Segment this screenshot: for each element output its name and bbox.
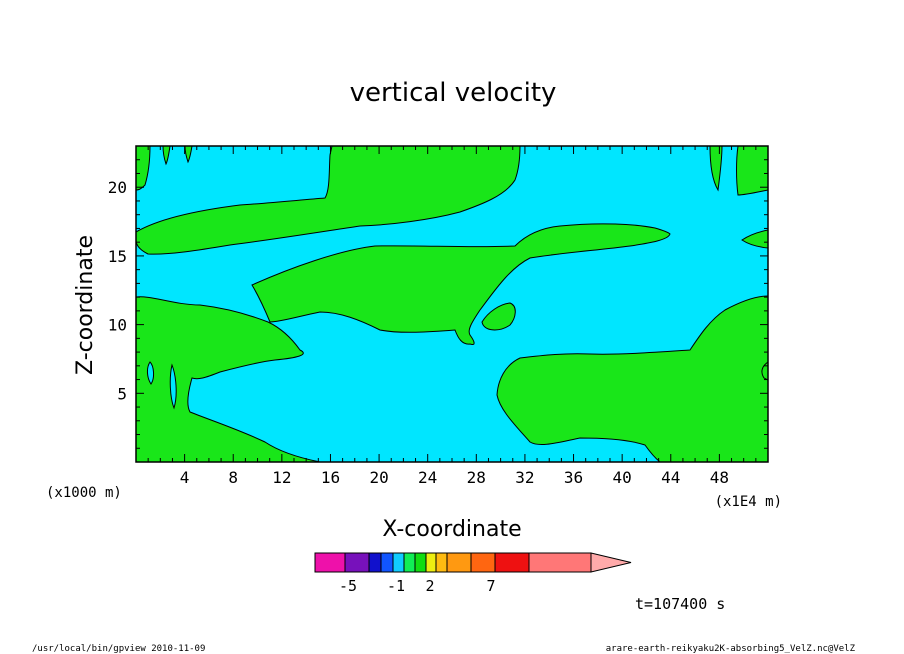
positive-regions	[136, 146, 768, 462]
x-tick-label: 20	[369, 468, 388, 487]
positive-region-top-spike-2	[184, 146, 193, 164]
colorbar-segment	[403, 552, 416, 573]
x-tick-label: 12	[272, 468, 291, 487]
y-axis-ticks: 5 10 15 20	[108, 159, 768, 449]
positive-region-left-bit-2	[169, 363, 177, 410]
positive-region-right-edge-blob	[761, 361, 768, 381]
positive-region-left-low	[136, 296, 321, 462]
x-unit-note: (x1E4 m)	[715, 494, 782, 510]
colorbar-labels: -5 -1 2 7	[339, 577, 496, 595]
positive-region-top-spike-3	[709, 146, 723, 192]
y-unit-note: (x1000 m)	[46, 485, 122, 501]
y-tick-label: 20	[108, 178, 127, 197]
x-tick-label: 24	[418, 468, 437, 487]
colorbar-tick-label: -1	[387, 577, 405, 595]
x-tick-label: 4	[180, 468, 190, 487]
positive-region-top-right	[736, 146, 768, 196]
positive-region-middle-plume	[251, 223, 671, 345]
positive-region-upper-band	[136, 146, 521, 255]
x-axis-ticks: 4 8 12 16 20 24 28 32 36 40 44 48	[147, 146, 757, 487]
footer-left: /usr/local/bin/gpview 2010-11-09	[32, 644, 205, 654]
colorbar-segment	[344, 552, 370, 573]
x-tick-label: 40	[613, 468, 632, 487]
colorbar-arrow	[590, 552, 632, 573]
positive-region-small-blob	[481, 302, 516, 331]
x-tick-label: 8	[228, 468, 238, 487]
colorbar-segment	[314, 552, 346, 573]
x-tick-label: 36	[564, 468, 583, 487]
plot-area	[135, 145, 769, 463]
time-label: t=107400 s	[635, 595, 725, 613]
positive-region-left-bit	[147, 361, 154, 385]
colorbar-segment	[435, 552, 448, 573]
colorbar-segment	[446, 552, 472, 573]
footer-right: arare-earth-reikyaku2K-absorbing5_VelZ.n…	[606, 644, 856, 654]
colorbar-segment	[368, 552, 382, 573]
positive-region-left-top	[136, 146, 151, 191]
y-tick-label: 15	[108, 247, 127, 266]
positive-region-right-mid	[741, 229, 768, 249]
x-tick-label: 44	[661, 468, 680, 487]
colorbar-tick-label: -5	[339, 577, 357, 595]
positive-region-right-low	[496, 295, 768, 462]
colorbar-segment	[425, 552, 437, 573]
colorbar-segment	[528, 552, 592, 573]
colorbar-segment	[494, 552, 530, 573]
positive-region-top-spike-1	[162, 146, 171, 166]
colorbar	[314, 552, 632, 573]
y-axis-label: Z-coordinate	[73, 235, 98, 375]
chart-title: vertical velocity	[350, 78, 557, 108]
x-tick-label: 28	[467, 468, 486, 487]
x-tick-label: 48	[710, 468, 729, 487]
colorbar-segment	[380, 552, 394, 573]
x-axis-label: X-coordinate	[382, 517, 521, 542]
y-tick-label: 10	[108, 316, 127, 335]
colorbar-segment	[470, 552, 496, 573]
x-tick-label: 16	[321, 468, 340, 487]
x-tick-label: 32	[515, 468, 534, 487]
colorbar-tick-label: 7	[486, 577, 495, 595]
colorbar-segment	[392, 552, 405, 573]
colorbar-segment	[414, 552, 427, 573]
y-tick-label: 5	[117, 384, 127, 403]
colorbar-tick-label: 2	[425, 577, 434, 595]
